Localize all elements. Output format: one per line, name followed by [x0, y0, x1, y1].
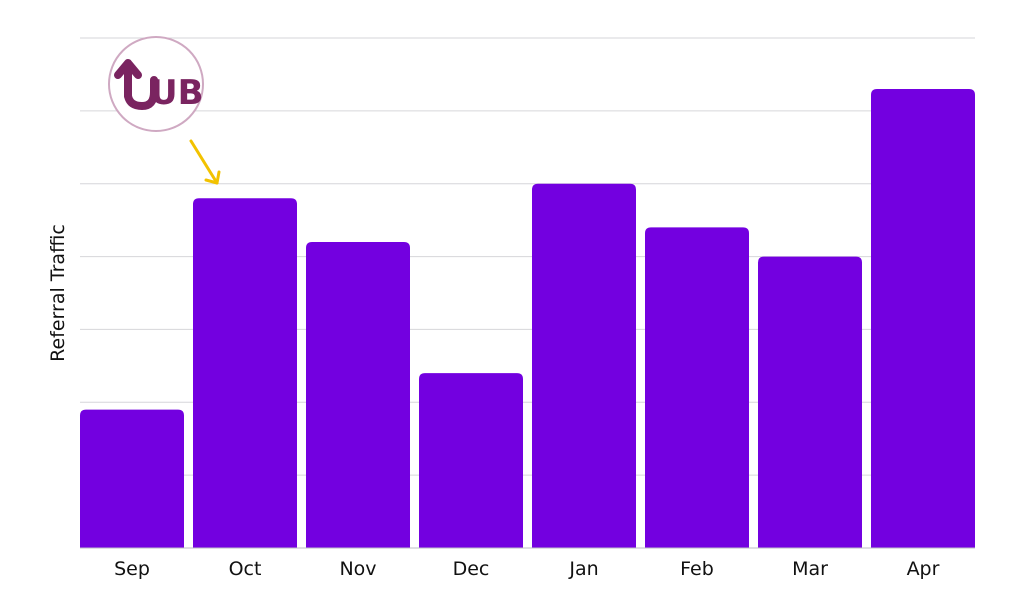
bar-apr: [871, 89, 975, 548]
logo-up-arrow-icon: [114, 59, 158, 110]
bar-nov: [306, 242, 410, 548]
bars: [80, 89, 975, 549]
x-tick-label: Mar: [792, 558, 828, 580]
x-tick-label: Feb: [680, 558, 714, 580]
x-tick-label: Apr: [907, 558, 940, 580]
x-tick-label: Nov: [339, 558, 376, 580]
y-axis-title: Referral Traffic: [47, 224, 69, 362]
bar-oct: [193, 198, 297, 549]
x-tick-label: Dec: [453, 558, 490, 580]
bar-sep: [80, 409, 184, 548]
bar-mar: [758, 256, 862, 548]
bar-dec: [419, 373, 523, 548]
x-tick-labels: Sep Oct Nov Dec Jan Feb Mar Apr: [114, 558, 940, 580]
annotation-arrow-icon: [189, 139, 221, 185]
bar-jan: [532, 183, 636, 548]
ub-logo: UB: [108, 36, 204, 132]
x-tick-label: Oct: [229, 558, 262, 580]
x-tick-label: Sep: [114, 558, 150, 580]
logo-text: UB: [150, 73, 204, 113]
bar-feb: [645, 227, 749, 548]
x-tick-label: Jan: [568, 558, 598, 580]
